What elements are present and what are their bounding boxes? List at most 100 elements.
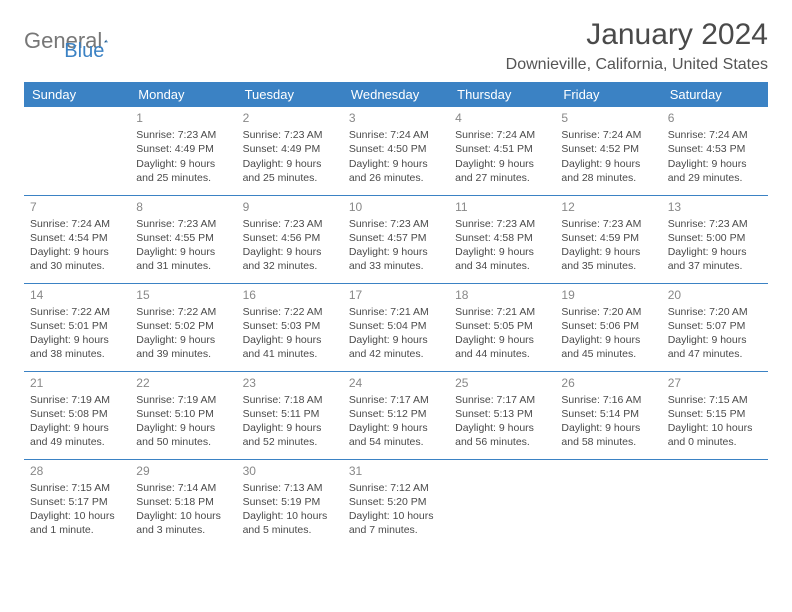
daylight-line: Daylight: 9 hours and 25 minutes. — [136, 157, 230, 185]
sunrise-line: Sunrise: 7:23 AM — [243, 217, 337, 231]
sunset-line: Sunset: 4:49 PM — [136, 142, 230, 156]
daylight-line: Daylight: 9 hours and 32 minutes. — [243, 245, 337, 273]
daylight-line: Daylight: 9 hours and 45 minutes. — [561, 333, 655, 361]
calendar-cell: 31Sunrise: 7:12 AMSunset: 5:20 PMDayligh… — [343, 459, 449, 547]
sunrise-line: Sunrise: 7:23 AM — [455, 217, 549, 231]
sunrise-line: Sunrise: 7:19 AM — [136, 393, 230, 407]
daylight-line: Daylight: 10 hours and 0 minutes. — [668, 421, 762, 449]
day-number: 15 — [136, 287, 230, 303]
sunrise-line: Sunrise: 7:24 AM — [668, 128, 762, 142]
sunrise-line: Sunrise: 7:23 AM — [136, 217, 230, 231]
sunset-line: Sunset: 4:53 PM — [668, 142, 762, 156]
sunrise-line: Sunrise: 7:18 AM — [243, 393, 337, 407]
daylight-line: Daylight: 9 hours and 58 minutes. — [561, 421, 655, 449]
calendar-week-row: 14Sunrise: 7:22 AMSunset: 5:01 PMDayligh… — [24, 283, 768, 371]
sunset-line: Sunset: 5:17 PM — [30, 495, 124, 509]
sunset-line: Sunset: 5:13 PM — [455, 407, 549, 421]
title-block: January 2024 Downieville, California, Un… — [506, 18, 768, 74]
calendar-cell — [662, 459, 768, 547]
sunset-line: Sunset: 5:01 PM — [30, 319, 124, 333]
calendar-cell: 29Sunrise: 7:14 AMSunset: 5:18 PMDayligh… — [130, 459, 236, 547]
calendar-cell: 7Sunrise: 7:24 AMSunset: 4:54 PMDaylight… — [24, 195, 130, 283]
day-number: 5 — [561, 110, 655, 126]
sunrise-line: Sunrise: 7:22 AM — [243, 305, 337, 319]
sunrise-line: Sunrise: 7:17 AM — [455, 393, 549, 407]
calendar-cell: 17Sunrise: 7:21 AMSunset: 5:04 PMDayligh… — [343, 283, 449, 371]
daylight-line: Daylight: 9 hours and 54 minutes. — [349, 421, 443, 449]
day-number: 19 — [561, 287, 655, 303]
calendar-week-row: 21Sunrise: 7:19 AMSunset: 5:08 PMDayligh… — [24, 371, 768, 459]
day-number: 7 — [30, 199, 124, 215]
col-monday: Monday — [130, 82, 236, 107]
calendar-cell: 16Sunrise: 7:22 AMSunset: 5:03 PMDayligh… — [237, 283, 343, 371]
day-number: 10 — [349, 199, 443, 215]
daylight-line: Daylight: 9 hours and 29 minutes. — [668, 157, 762, 185]
calendar-cell — [449, 459, 555, 547]
day-number: 26 — [561, 375, 655, 391]
sunrise-line: Sunrise: 7:23 AM — [243, 128, 337, 142]
day-number: 29 — [136, 463, 230, 479]
calendar-cell: 12Sunrise: 7:23 AMSunset: 4:59 PMDayligh… — [555, 195, 661, 283]
calendar-cell: 14Sunrise: 7:22 AMSunset: 5:01 PMDayligh… — [24, 283, 130, 371]
day-number: 21 — [30, 375, 124, 391]
calendar-cell: 3Sunrise: 7:24 AMSunset: 4:50 PMDaylight… — [343, 107, 449, 195]
sunrise-line: Sunrise: 7:19 AM — [30, 393, 124, 407]
day-number: 17 — [349, 287, 443, 303]
sunset-line: Sunset: 4:51 PM — [455, 142, 549, 156]
daylight-line: Daylight: 9 hours and 39 minutes. — [136, 333, 230, 361]
col-saturday: Saturday — [662, 82, 768, 107]
calendar-week-row: 7Sunrise: 7:24 AMSunset: 4:54 PMDaylight… — [24, 195, 768, 283]
day-number: 31 — [349, 463, 443, 479]
day-number: 22 — [136, 375, 230, 391]
sunset-line: Sunset: 4:50 PM — [349, 142, 443, 156]
sunset-line: Sunset: 5:00 PM — [668, 231, 762, 245]
brand-part2: Blue — [64, 40, 104, 63]
brand-sail-icon — [104, 34, 108, 48]
daylight-line: Daylight: 9 hours and 26 minutes. — [349, 157, 443, 185]
day-number: 28 — [30, 463, 124, 479]
calendar-cell — [555, 459, 661, 547]
calendar-cell: 2Sunrise: 7:23 AMSunset: 4:49 PMDaylight… — [237, 107, 343, 195]
calendar-cell: 28Sunrise: 7:15 AMSunset: 5:17 PMDayligh… — [24, 459, 130, 547]
daylight-line: Daylight: 9 hours and 37 minutes. — [668, 245, 762, 273]
calendar-cell: 13Sunrise: 7:23 AMSunset: 5:00 PMDayligh… — [662, 195, 768, 283]
daylight-line: Daylight: 9 hours and 34 minutes. — [455, 245, 549, 273]
sunrise-line: Sunrise: 7:15 AM — [30, 481, 124, 495]
day-number: 18 — [455, 287, 549, 303]
daylight-line: Daylight: 9 hours and 47 minutes. — [668, 333, 762, 361]
day-number: 8 — [136, 199, 230, 215]
sunset-line: Sunset: 5:14 PM — [561, 407, 655, 421]
calendar-cell: 11Sunrise: 7:23 AMSunset: 4:58 PMDayligh… — [449, 195, 555, 283]
calendar-cell: 25Sunrise: 7:17 AMSunset: 5:13 PMDayligh… — [449, 371, 555, 459]
location-subtitle: Downieville, California, United States — [506, 56, 768, 74]
calendar-cell: 18Sunrise: 7:21 AMSunset: 5:05 PMDayligh… — [449, 283, 555, 371]
calendar-cell: 19Sunrise: 7:20 AMSunset: 5:06 PMDayligh… — [555, 283, 661, 371]
day-number: 12 — [561, 199, 655, 215]
sunset-line: Sunset: 5:03 PM — [243, 319, 337, 333]
sunrise-line: Sunrise: 7:21 AM — [349, 305, 443, 319]
calendar-cell: 21Sunrise: 7:19 AMSunset: 5:08 PMDayligh… — [24, 371, 130, 459]
day-number: 6 — [668, 110, 762, 126]
col-tuesday: Tuesday — [237, 82, 343, 107]
sunrise-line: Sunrise: 7:23 AM — [349, 217, 443, 231]
sunrise-line: Sunrise: 7:24 AM — [30, 217, 124, 231]
calendar-cell — [24, 107, 130, 195]
day-number: 27 — [668, 375, 762, 391]
calendar-cell: 10Sunrise: 7:23 AMSunset: 4:57 PMDayligh… — [343, 195, 449, 283]
day-number: 9 — [243, 199, 337, 215]
col-sunday: Sunday — [24, 82, 130, 107]
calendar-cell: 22Sunrise: 7:19 AMSunset: 5:10 PMDayligh… — [130, 371, 236, 459]
sunset-line: Sunset: 5:12 PM — [349, 407, 443, 421]
day-number: 1 — [136, 110, 230, 126]
calendar-cell: 6 Sunrise: 7:24 AMSunset: 4:53 PMDaylight… — [662, 107, 768, 195]
sunset-line: Sunset: 5:08 PM — [30, 407, 124, 421]
calendar-header-row: Sunday Monday Tuesday Wednesday Thursday… — [24, 82, 768, 107]
daylight-line: Daylight: 9 hours and 27 minutes. — [455, 157, 549, 185]
brand-logo: General Blue — [24, 18, 104, 63]
sunset-line: Sunset: 5:04 PM — [349, 319, 443, 333]
page-header: General Blue January 2024 Downieville, C… — [24, 18, 768, 74]
sunset-line: Sunset: 5:19 PM — [243, 495, 337, 509]
daylight-line: Daylight: 9 hours and 44 minutes. — [455, 333, 549, 361]
day-number: 11 — [455, 199, 549, 215]
daylight-line: Daylight: 9 hours and 30 minutes. — [30, 245, 124, 273]
